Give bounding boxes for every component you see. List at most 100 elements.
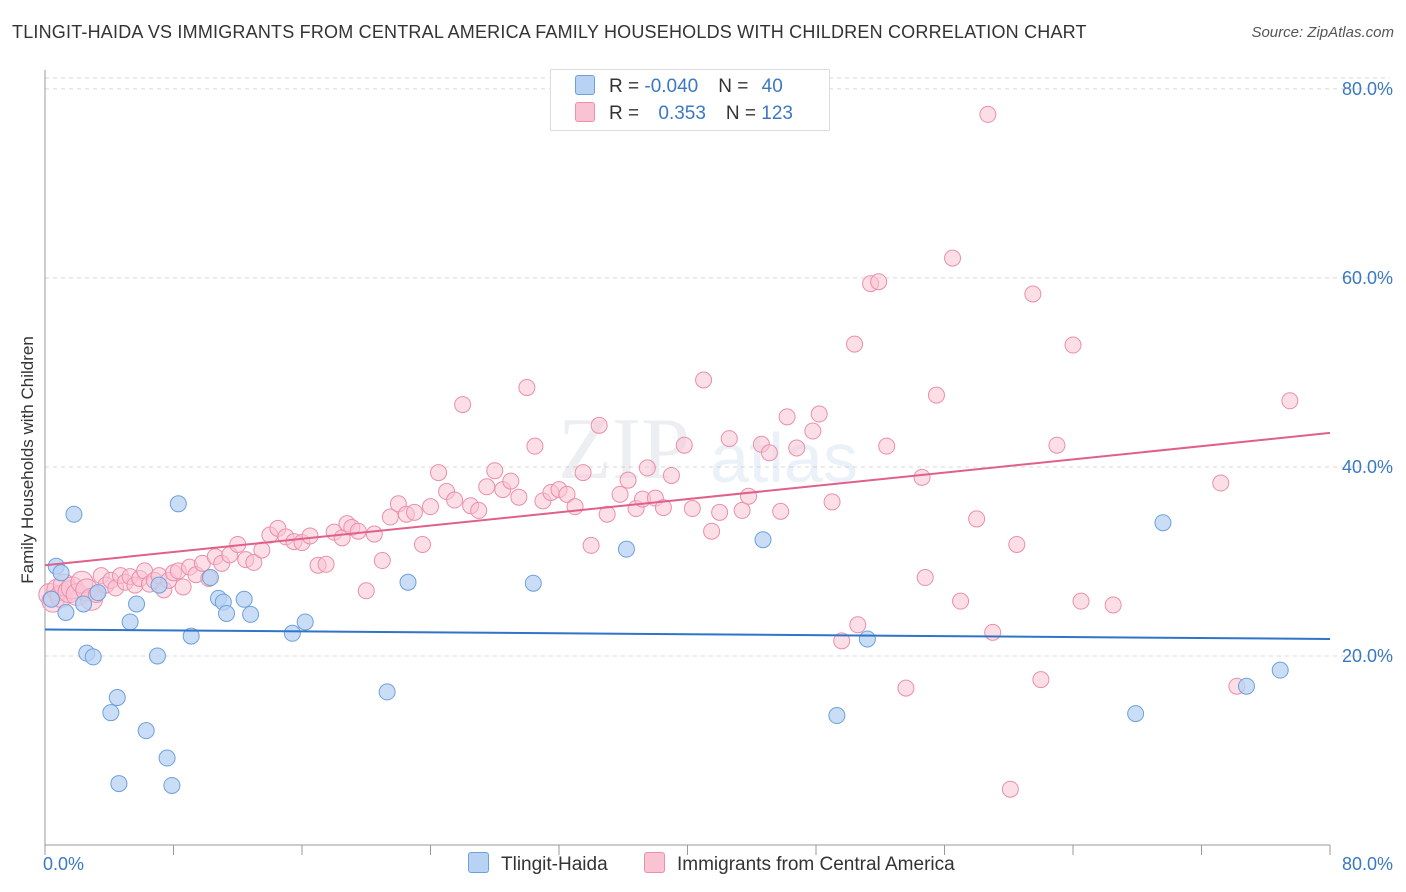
x-tick-label: 0.0% — [43, 854, 84, 874]
immigrants-point — [566, 498, 584, 516]
tlingit-point — [158, 749, 176, 767]
immigrants-point — [733, 501, 751, 519]
correlation-legend: R = -0.040 N = 40 R = 0.353 N = 123 — [550, 69, 830, 131]
legend-r-label: R = — [609, 103, 645, 124]
tlingit-point — [242, 605, 260, 623]
tlingit-point — [121, 613, 139, 631]
immigrants-point — [823, 493, 841, 511]
immigrants-trend-line — [44, 431, 1331, 567]
legend-n-label: N = — [718, 76, 754, 97]
source-label: Source: ZipAtlas.com — [1251, 24, 1394, 41]
immigrants-point — [846, 335, 864, 353]
tlingit-point — [235, 590, 253, 608]
immigrants-point — [913, 468, 931, 486]
immigrants-point — [638, 459, 656, 477]
immigrants-point — [518, 379, 536, 397]
immigrants-point — [317, 555, 335, 573]
y-tick-label: 20.0% — [1342, 646, 1393, 666]
immigrants-point — [1001, 780, 1019, 798]
tlingit-point — [1127, 705, 1145, 723]
tlingit-point — [57, 604, 75, 621]
immigrants-point — [619, 471, 637, 489]
bottom-legend-immigrants: Immigrants from Central America — [644, 852, 955, 876]
immigrants-point — [833, 632, 851, 650]
immigrants-point — [510, 488, 528, 506]
immigrants-point — [611, 485, 629, 503]
immigrants-point — [454, 396, 472, 414]
tlingit-point — [296, 613, 314, 631]
immigrants-point — [878, 437, 896, 455]
tlingit-point — [524, 574, 542, 592]
tlingit-point — [102, 704, 120, 722]
immigrants-point — [870, 273, 888, 291]
legend-row-tlingit: R = -0.040 N = 40 — [575, 75, 783, 101]
immigrants-point — [373, 552, 391, 570]
tlingit-point — [399, 573, 417, 591]
immigrants-point — [357, 582, 375, 600]
tlingit-point — [218, 604, 236, 622]
immigrants-point — [558, 485, 576, 503]
tlingit-point — [150, 576, 168, 594]
y-axis-title: Family Households with Children — [18, 336, 37, 584]
immigrants-point — [720, 430, 738, 448]
bottom-legend-swatch-blue — [468, 852, 489, 873]
immigrants-point — [897, 679, 915, 697]
immigrants-point — [788, 439, 806, 457]
immigrants-point — [1072, 592, 1090, 610]
immigrants-point — [683, 500, 701, 518]
tlingit-point — [163, 776, 181, 794]
axes — [44, 70, 1331, 855]
immigrants-point — [381, 508, 399, 526]
immigrants-point — [405, 503, 423, 521]
immigrants-point — [365, 525, 383, 543]
immigrants-point — [695, 371, 713, 389]
immigrants-point — [772, 502, 790, 520]
legend-r-value: -0.040 — [644, 76, 699, 97]
tlingit-point — [128, 595, 146, 613]
immigrants-point — [804, 422, 822, 440]
tlingit-point — [201, 569, 219, 587]
bottom-legend-label: Immigrants from Central America — [677, 854, 955, 875]
tlingit-point — [1271, 661, 1289, 679]
immigrants-point — [711, 503, 729, 521]
tlingit-point — [283, 624, 301, 642]
tlingit-point — [108, 689, 126, 707]
immigrants-point — [760, 444, 778, 462]
immigrants-point — [1032, 671, 1050, 689]
immigrants-point — [944, 249, 962, 267]
immigrants-point — [1048, 436, 1066, 454]
tlingit-point — [1154, 514, 1172, 532]
tlingit-point — [1237, 677, 1255, 695]
tlingit-point — [65, 505, 83, 523]
legend-swatch-pink — [575, 102, 595, 122]
immigrants-point — [253, 541, 271, 559]
immigrants-point — [1008, 535, 1026, 553]
tlingit-point — [754, 531, 772, 549]
immigrants-point — [952, 592, 970, 610]
immigrants-point — [526, 437, 544, 455]
immigrants-point — [174, 578, 192, 596]
immigrants-point — [1064, 336, 1082, 354]
chart-title: TLINGIT-HAIDA VS IMMIGRANTS FROM CENTRAL… — [12, 22, 1087, 42]
immigrants-point — [1212, 474, 1230, 492]
y-tick-label: 40.0% — [1342, 457, 1393, 477]
tlingit-point — [378, 683, 396, 701]
immigrants-point — [349, 522, 367, 540]
legend-r-label: R = — [609, 76, 645, 97]
legend-n-value: 40 — [761, 76, 783, 97]
immigrants-point — [740, 487, 758, 505]
immigrants-point — [301, 527, 319, 545]
tlingit-point — [137, 722, 155, 740]
immigrants-point — [849, 616, 867, 634]
legend-row-immigrants: R = 0.353 N = 123 — [575, 102, 793, 128]
tlingit-point — [182, 627, 200, 645]
legend-n-value: 123 — [761, 103, 793, 124]
legend-n-label: N = — [725, 103, 762, 124]
tlingit-point — [84, 648, 102, 666]
immigrants-point — [598, 505, 616, 523]
bottom-legend-swatch-pink — [644, 852, 665, 873]
immigrants-point — [1024, 285, 1042, 303]
immigrants-point — [778, 408, 796, 426]
immigrants-point — [470, 501, 488, 519]
